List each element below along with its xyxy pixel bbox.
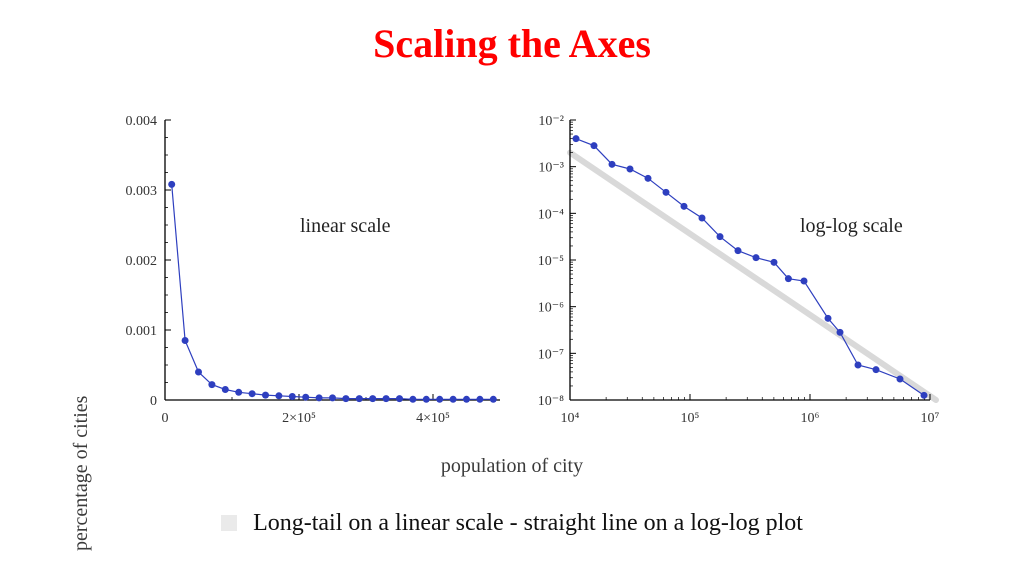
svg-text:0: 0 — [162, 411, 169, 426]
svg-text:4×10⁵: 4×10⁵ — [416, 411, 450, 426]
loglog-chart-label: log-log scale — [800, 215, 903, 238]
svg-text:0.003: 0.003 — [126, 184, 158, 199]
x-axis-label: population of city — [0, 455, 1024, 478]
svg-text:0.004: 0.004 — [126, 114, 158, 129]
svg-text:2×10⁵: 2×10⁵ — [282, 411, 316, 426]
svg-text:10⁵: 10⁵ — [681, 411, 700, 426]
svg-text:10⁻⁴: 10⁻⁴ — [538, 207, 564, 222]
svg-text:0.001: 0.001 — [126, 324, 158, 339]
svg-text:10⁻⁷: 10⁻⁷ — [538, 347, 564, 362]
svg-text:10⁻³: 10⁻³ — [538, 161, 564, 176]
svg-text:10⁷: 10⁷ — [921, 411, 940, 426]
svg-text:10⁴: 10⁴ — [561, 411, 580, 426]
svg-text:10⁻⁶: 10⁻⁶ — [538, 301, 564, 316]
caption-row: Long-tail on a linear scale - straight l… — [0, 510, 1024, 537]
linear-chart: 0 0.001 0.002 0.003 0.004 0 2×10⁵ 4×10⁵ — [110, 110, 510, 440]
caption-text: Long-tail on a linear scale - straight l… — [253, 510, 803, 536]
slide: Scaling the Axes percentage of cities po… — [0, 0, 1024, 576]
svg-text:10⁻²: 10⁻² — [538, 114, 564, 129]
svg-text:10⁻⁸: 10⁻⁸ — [538, 394, 564, 409]
svg-text:0.002: 0.002 — [126, 254, 158, 269]
loglog-chart: 10⁻⁸ 10⁻⁷ 10⁻⁶ 10⁻⁵ 10⁻⁴ 10⁻³ 10⁻² 10⁴ 10⁵ 10⁶ 10⁷ — [520, 110, 950, 440]
bullet-icon — [221, 515, 237, 531]
svg-text:10⁻⁵: 10⁻⁵ — [538, 254, 564, 269]
svg-text:10⁶: 10⁶ — [801, 411, 820, 426]
linear-chart-label: linear scale — [300, 215, 391, 238]
svg-text:0: 0 — [150, 394, 157, 409]
slide-title: Scaling the Axes — [0, 20, 1024, 67]
